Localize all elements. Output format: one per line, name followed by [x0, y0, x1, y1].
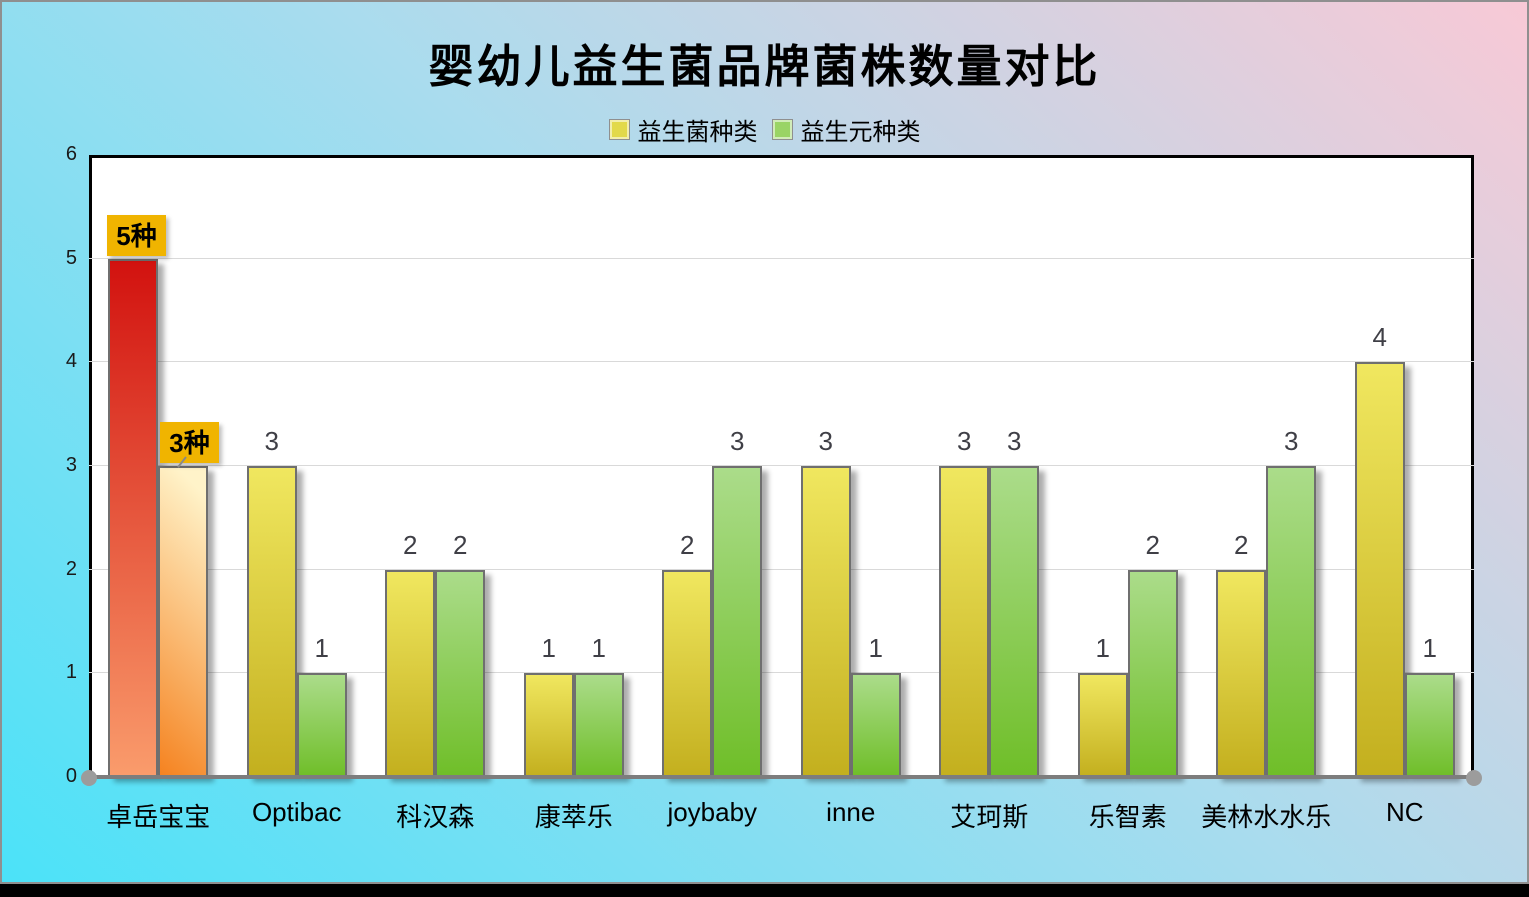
bar-value-label-prebiotic-2: 2 — [453, 529, 468, 560]
chart-title: 婴幼儿益生菌品牌菌株数量对比 — [428, 41, 1101, 92]
bar-value-label-prebiotic-9: 1 — [1422, 633, 1437, 664]
legend-item-prebiotic: 益生元种类 — [771, 112, 921, 147]
x-axis-line — [87, 775, 1476, 779]
gridline-1 — [89, 672, 1474, 674]
legend-item-probiotic: 益生菌种类 — [608, 112, 758, 147]
bar-probiotic-9 — [1354, 362, 1405, 777]
bar-prebiotic-4 — [712, 466, 763, 777]
bar-prebiotic-7 — [1127, 569, 1178, 777]
y-tick-label-2: 2 — [65, 557, 77, 580]
bar-probiotic-0 — [108, 258, 159, 777]
bar-value-label-probiotic-7: 1 — [1095, 633, 1110, 664]
legend-label-probiotic: 益生菌种类 — [637, 119, 758, 146]
bar-value-label-probiotic-2: 2 — [403, 529, 418, 560]
x-category-label-5: inne — [826, 797, 876, 827]
axis-endpoint-left-icon — [81, 770, 97, 786]
highlight-badge-probiotic: 5种 — [107, 214, 166, 256]
x-category-label-7: 乐智素 — [1088, 802, 1167, 832]
y-tick-label-6: 6 — [65, 143, 77, 165]
bar-value-label-probiotic-6: 3 — [957, 426, 972, 456]
x-category-label-0: 卓岳宝宝 — [106, 802, 211, 832]
y-tick-label-5: 5 — [65, 246, 77, 269]
bottom-strip — [0, 884, 1529, 897]
x-category-label-2: 科汉森 — [396, 802, 475, 832]
x-category-label-1: Optibac — [251, 797, 342, 827]
bar-probiotic-6 — [939, 466, 990, 777]
bar-prebiotic-6 — [989, 466, 1040, 777]
gridline-2 — [89, 568, 1474, 570]
bar-value-label-probiotic-3: 1 — [541, 633, 556, 664]
bar-probiotic-1 — [246, 466, 297, 777]
bar-value-label-prebiotic-1: 1 — [314, 633, 329, 664]
bar-value-label-prebiotic-3: 1 — [591, 633, 606, 664]
x-category-label-8: 美林水水乐 — [1201, 802, 1332, 832]
highlight-badge-prebiotic: 3种 — [160, 422, 219, 463]
bar-value-label-prebiotic-7: 2 — [1145, 529, 1160, 560]
gridline-5 — [89, 257, 1474, 259]
x-category-label-4: joybaby — [667, 797, 758, 827]
x-category-label-6: 艾珂斯 — [950, 802, 1029, 832]
gridline-3 — [89, 465, 1474, 466]
bar-value-label-probiotic-9: 4 — [1372, 322, 1387, 353]
bar-probiotic-7 — [1077, 673, 1128, 777]
bar-probiotic-3 — [523, 673, 574, 777]
bar-value-label-prebiotic-4: 3 — [730, 426, 745, 456]
bar-prebiotic-0 — [158, 466, 209, 777]
bars-layer: 3 2 1 2 3 3 1 2 4 1 2 1 3 1 3 2 3 1 — [89, 155, 1474, 777]
gridline-4 — [89, 361, 1474, 363]
y-tick-label-1: 1 — [65, 661, 77, 684]
legend-label-prebiotic: 益生元种类 — [800, 119, 921, 146]
bar-value-label-probiotic-4: 2 — [680, 529, 695, 560]
bar-prebiotic-8 — [1266, 466, 1317, 777]
x-category-label-3: 康萃乐 — [534, 802, 613, 832]
bar-value-label-prebiotic-6: 3 — [1007, 426, 1022, 456]
y-tick-label-0: 0 — [65, 765, 77, 787]
y-tick-label-4: 4 — [65, 350, 77, 373]
x-category-label-9: NC — [1385, 797, 1424, 827]
legend-swatch-probiotic-icon — [608, 119, 630, 140]
legend-swatch-prebiotic-icon — [771, 119, 793, 140]
y-tick-label-3: 3 — [65, 454, 77, 476]
bar-probiotic-4 — [662, 569, 713, 777]
legend: 益生菌种类 益生元种类 — [2, 112, 1527, 147]
bar-prebiotic-9 — [1404, 673, 1455, 777]
bar-probiotic-5 — [800, 466, 851, 777]
bar-probiotic-8 — [1216, 569, 1267, 777]
bar-prebiotic-5 — [850, 673, 901, 777]
bar-prebiotic-3 — [573, 673, 624, 777]
bar-value-label-prebiotic-5: 1 — [868, 633, 883, 664]
bar-value-label-probiotic-1: 3 — [264, 426, 279, 456]
axis-endpoint-right-icon — [1466, 770, 1482, 786]
bar-value-label-prebiotic-8: 3 — [1284, 426, 1299, 456]
bar-prebiotic-1 — [296, 673, 347, 777]
bar-value-label-probiotic-8: 2 — [1234, 529, 1249, 560]
bar-prebiotic-2 — [435, 569, 486, 777]
bar-value-label-probiotic-5: 3 — [818, 426, 833, 456]
bar-probiotic-2 — [385, 569, 436, 777]
